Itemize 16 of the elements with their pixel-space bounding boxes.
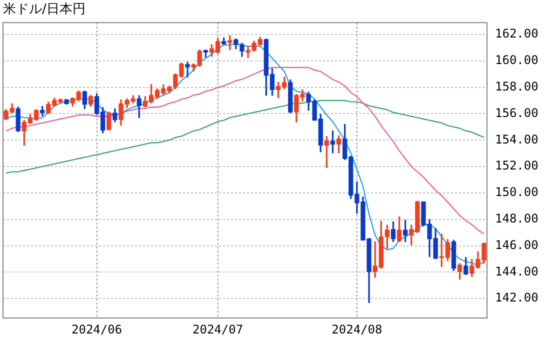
- x-tick-label: 2024/07: [192, 322, 244, 336]
- y-tick-label: 146.00: [495, 238, 538, 252]
- y-tick-label: 160.00: [495, 53, 538, 68]
- y-tick-label: 142.00: [495, 290, 538, 305]
- y-tick-label: 158.00: [495, 79, 538, 94]
- y-tick-label: 150.00: [495, 185, 538, 200]
- y-tick-label: 152.00: [495, 158, 538, 173]
- y-tick-label: 156.00: [495, 106, 538, 120]
- y-tick-label: 144.00: [495, 264, 538, 278]
- y-tick-label: 154.00: [495, 132, 538, 146]
- chart-title: 米ドル/日本円: [3, 2, 86, 18]
- y-tick-label: 162.00: [495, 26, 538, 41]
- candlestick: [185, 62, 190, 78]
- y-tick-label: 148.00: [495, 211, 538, 226]
- x-tick-label: 2024/08: [332, 322, 382, 336]
- x-tick-label: 2024/06: [71, 322, 122, 336]
